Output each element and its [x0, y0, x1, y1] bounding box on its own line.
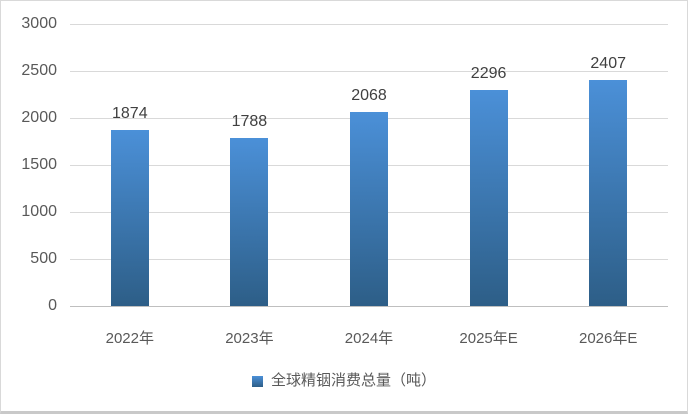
bar-value-label: 1874	[112, 104, 148, 122]
y-axis-tick-label: 2500	[21, 62, 57, 79]
y-axis-tick-label: 3000	[21, 15, 57, 32]
x-axis-line	[70, 305, 668, 307]
x-axis-tick-label: 2024年	[344, 330, 394, 347]
bar-value-label: 2407	[590, 54, 626, 72]
y-axis-tick-label: 1500	[21, 156, 57, 173]
y-axis-tick-label: 500	[30, 250, 57, 267]
y-axis-tick-label: 0	[48, 297, 57, 314]
legend: 全球精铟消费总量（吨）	[1, 372, 687, 390]
x-axis-tick-label: 2026年E	[579, 330, 638, 347]
gridline	[70, 70, 668, 72]
x-axis-tick-label: 2023年	[225, 330, 274, 347]
x-axis-tick-label: 2025年E	[459, 330, 518, 347]
legend-marker-icon	[251, 375, 263, 387]
gridline	[70, 23, 668, 25]
bar-value-label: 2296	[470, 65, 507, 83]
bar-value-label: 1788	[231, 112, 268, 130]
bar	[469, 90, 508, 306]
bar	[589, 79, 628, 306]
bar-value-label: 2068	[351, 86, 387, 104]
x-axis-tick-label: 2022年	[105, 330, 154, 347]
legend-label: 全球精铟消费总量（吨）	[270, 372, 436, 389]
bar	[230, 137, 269, 306]
bar	[350, 111, 388, 306]
y-axis-tick-label: 2000	[21, 109, 57, 126]
bar	[110, 129, 149, 306]
y-axis-tick-label: 1000	[21, 203, 57, 220]
